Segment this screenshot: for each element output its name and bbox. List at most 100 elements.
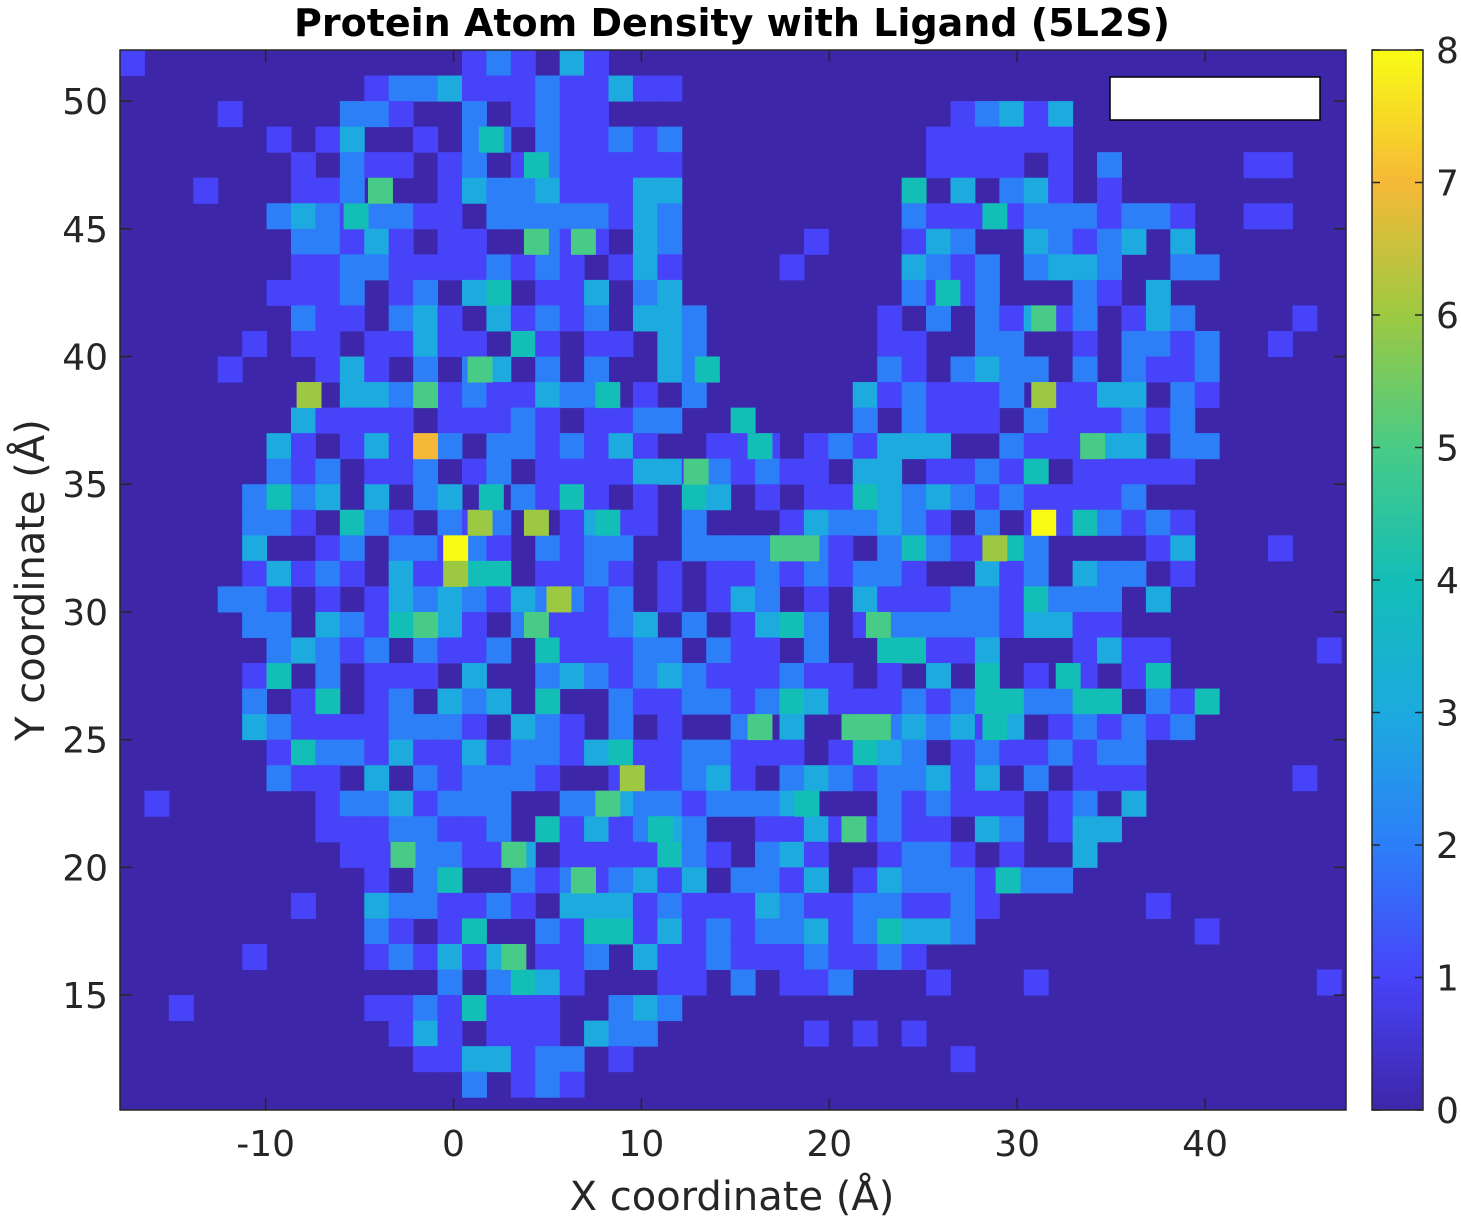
- heatmap-cell: [755, 688, 781, 715]
- heatmap-cell: [608, 892, 634, 919]
- heatmap-cell: [926, 790, 951, 817]
- heatmap-cell: [339, 611, 365, 638]
- heatmap-cell: [632, 637, 658, 664]
- heatmap-cell: [1072, 637, 1098, 664]
- colorbar-segment: [1372, 687, 1423, 697]
- heatmap-cell: [217, 356, 243, 383]
- heatmap-cell: [1072, 356, 1098, 383]
- heatmap-cell: [730, 407, 756, 434]
- heatmap-cell: [364, 663, 390, 690]
- heatmap-cell: [1121, 484, 1147, 511]
- heatmap-cell: [730, 611, 756, 638]
- heatmap-cell: [413, 254, 439, 281]
- heatmap-cell: [535, 382, 561, 409]
- heatmap-cell: [706, 637, 732, 664]
- heatmap-cell: [926, 509, 951, 536]
- heatmap-cell: [510, 407, 536, 434]
- heatmap-cell: [608, 433, 634, 460]
- heatmap-cell: [364, 867, 390, 894]
- colorbar-segment: [1372, 323, 1423, 333]
- heatmap-cell: [1023, 433, 1049, 460]
- colorbar-segment: [1372, 654, 1423, 664]
- heatmap-cell: [730, 969, 756, 996]
- heatmap-cell: [437, 995, 463, 1022]
- heatmap-cell: [290, 714, 316, 741]
- heatmap-cell: [1145, 279, 1171, 306]
- heatmap-cell: [1268, 330, 1293, 358]
- heatmap-cell: [901, 484, 927, 511]
- heatmap-cell: [803, 892, 829, 919]
- heatmap-cell: [926, 203, 951, 230]
- heatmap-cell: [681, 841, 707, 868]
- heatmap-cell: [266, 765, 292, 792]
- heatmap-cell: [501, 841, 527, 868]
- heatmap-cell: [559, 75, 585, 102]
- heatmap-cell: [290, 637, 316, 664]
- heatmap-cell: [877, 356, 903, 383]
- heatmap-cell: [877, 663, 903, 690]
- heatmap-cell: [535, 126, 561, 153]
- heatmap-cell: [1023, 177, 1049, 204]
- heatmap-cell: [1023, 969, 1049, 996]
- heatmap-cell: [510, 177, 536, 204]
- heatmap-cell: [559, 203, 585, 230]
- heatmap-cell: [339, 101, 365, 128]
- colorbar-segment: [1372, 1085, 1423, 1095]
- heatmap-cell: [388, 995, 414, 1022]
- heatmap-cell: [619, 765, 645, 792]
- heatmap-cell: [339, 433, 365, 460]
- heatmap-cell: [632, 458, 658, 485]
- colorbar-segment: [1372, 613, 1423, 623]
- heatmap-cell: [535, 407, 561, 434]
- heatmap-cell: [999, 433, 1025, 460]
- heatmap-cell: [461, 663, 487, 690]
- heatmap-cell: [999, 841, 1025, 868]
- colorbar-segment: [1372, 646, 1423, 656]
- heatmap-cell: [1097, 407, 1122, 434]
- colorbar-segment: [1372, 1027, 1423, 1037]
- heatmap-cell: [595, 790, 621, 817]
- heatmap-cell: [486, 688, 512, 715]
- heatmap-cell: [584, 75, 610, 102]
- heatmap-cell: [486, 458, 512, 485]
- heatmap-cell: [950, 152, 976, 179]
- heatmap-cell: [974, 407, 1000, 434]
- colorbar-segment: [1372, 248, 1423, 258]
- heatmap-cell: [852, 739, 878, 766]
- colorbar-segment: [1372, 546, 1423, 556]
- heatmap-cell: [486, 995, 512, 1022]
- heatmap-cell: [877, 739, 903, 766]
- y-tick-label: 25: [62, 721, 108, 762]
- heatmap-cell: [584, 305, 610, 332]
- heatmap-cell: [950, 228, 976, 255]
- heatmap-cell: [926, 126, 951, 153]
- heatmap-cell: [681, 867, 707, 894]
- heatmap-cell: [559, 50, 585, 77]
- colorbar-segment: [1372, 389, 1423, 399]
- heatmap-cell: [1170, 203, 1196, 230]
- y-tick-label: 30: [62, 593, 108, 634]
- heatmap-cell: [681, 790, 707, 817]
- heatmap-cell: [388, 203, 414, 230]
- heatmap-cell: [730, 892, 756, 919]
- heatmap-cell: [535, 305, 561, 332]
- heatmap-cell: [364, 356, 390, 383]
- heatmap-cell: [694, 356, 720, 383]
- plot-area: [119, 49, 1347, 1111]
- colorbar-segment: [1372, 571, 1423, 581]
- heatmap-cell: [461, 586, 487, 613]
- heatmap-cell: [266, 637, 292, 664]
- heatmap-cell: [1145, 688, 1171, 715]
- heatmap-cell: [828, 535, 854, 562]
- colorbar-segment: [1372, 215, 1423, 225]
- heatmap-cell: [1145, 407, 1171, 434]
- heatmap-cell: [510, 382, 536, 409]
- heatmap-cell: [681, 509, 707, 536]
- heatmap-cell: [1023, 484, 1049, 511]
- heatmap-cell: [852, 382, 878, 409]
- heatmap-cell: [1023, 101, 1049, 128]
- y-tick-label: 35: [62, 465, 108, 506]
- heatmap-cell: [657, 75, 683, 102]
- colorbar-segment: [1372, 604, 1423, 614]
- heatmap-cell: [901, 943, 927, 971]
